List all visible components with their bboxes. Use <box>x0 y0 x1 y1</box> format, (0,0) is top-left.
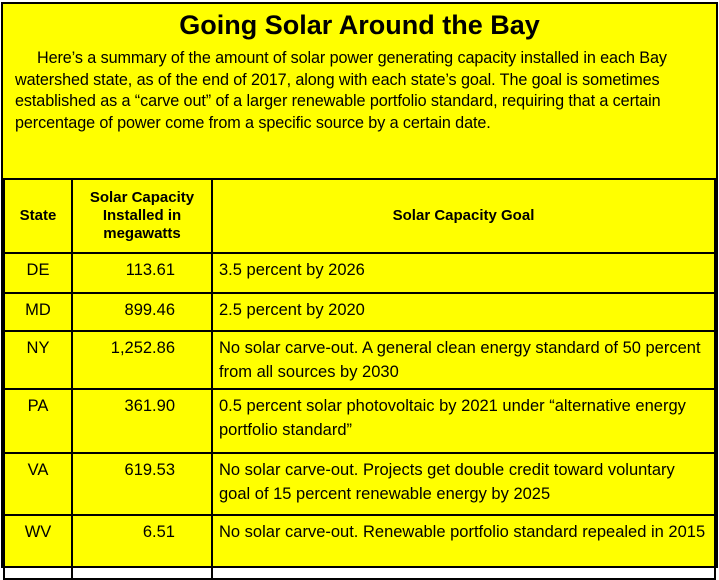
goal-cell: 0.5 percent solar photovoltaic by 2021 u… <box>211 388 716 454</box>
column-header: State <box>3 178 73 254</box>
state-cell: VA <box>3 452 73 516</box>
goal-cell: No solar carve-out. Renewable portfolio … <box>211 514 716 580</box>
capacity-cell: 6.51 <box>71 514 213 580</box>
goal-cell: 3.5 percent by 2026 <box>211 252 716 294</box>
goal-cell: No solar carve-out. A general clean ener… <box>211 330 716 390</box>
capacity-cell: 113.61 <box>71 252 213 294</box>
capacity-cell: 361.90 <box>71 388 213 454</box>
column-header: Solar Capacity Installed in megawatts <box>71 178 213 254</box>
title: Going Solar Around the Bay <box>179 10 540 40</box>
capacity-cell: 1,252.86 <box>71 330 213 390</box>
capacity-cell: 619.53 <box>71 452 213 516</box>
goal-cell: 2.5 percent by 2020 <box>211 292 716 332</box>
state-cell: DE <box>3 252 73 294</box>
table-row: PA 361.90 0.5 percent solar photovoltaic b… <box>3 388 716 454</box>
state-cell: PA <box>3 388 73 454</box>
table-row: WV 6.51 No solar carve-out. Renewable port… <box>3 514 716 580</box>
table-row: MD 899.46 2.5 percent by 2020 <box>3 292 716 332</box>
capacity-cell: 899.46 <box>71 292 213 332</box>
column-header: Solar Capacity Goal <box>211 178 716 254</box>
state-cell: WV <box>3 514 73 580</box>
table-row: NY 1,252.86 No solar carve-out. A general … <box>3 330 716 390</box>
solar-table: State Solar Capacity Installed in megawa… <box>3 178 716 580</box>
goal-cell: No solar carve-out. Projects get double … <box>211 452 716 516</box>
state-cell: MD <box>3 292 73 332</box>
intro-text: Here’s a summary of the amount of solar … <box>15 49 667 132</box>
state-cell: NY <box>3 330 73 390</box>
table-body: DE 113.61 3.5 percent by 2026 MD 899.46 2.5 p… <box>3 252 716 580</box>
table-row: DE 113.61 3.5 percent by 2026 <box>3 252 716 294</box>
header-row: State Solar Capacity Installed in megawa… <box>3 178 716 254</box>
table-row: VA 619.53 No solar carve-out. Projects get… <box>3 452 716 516</box>
